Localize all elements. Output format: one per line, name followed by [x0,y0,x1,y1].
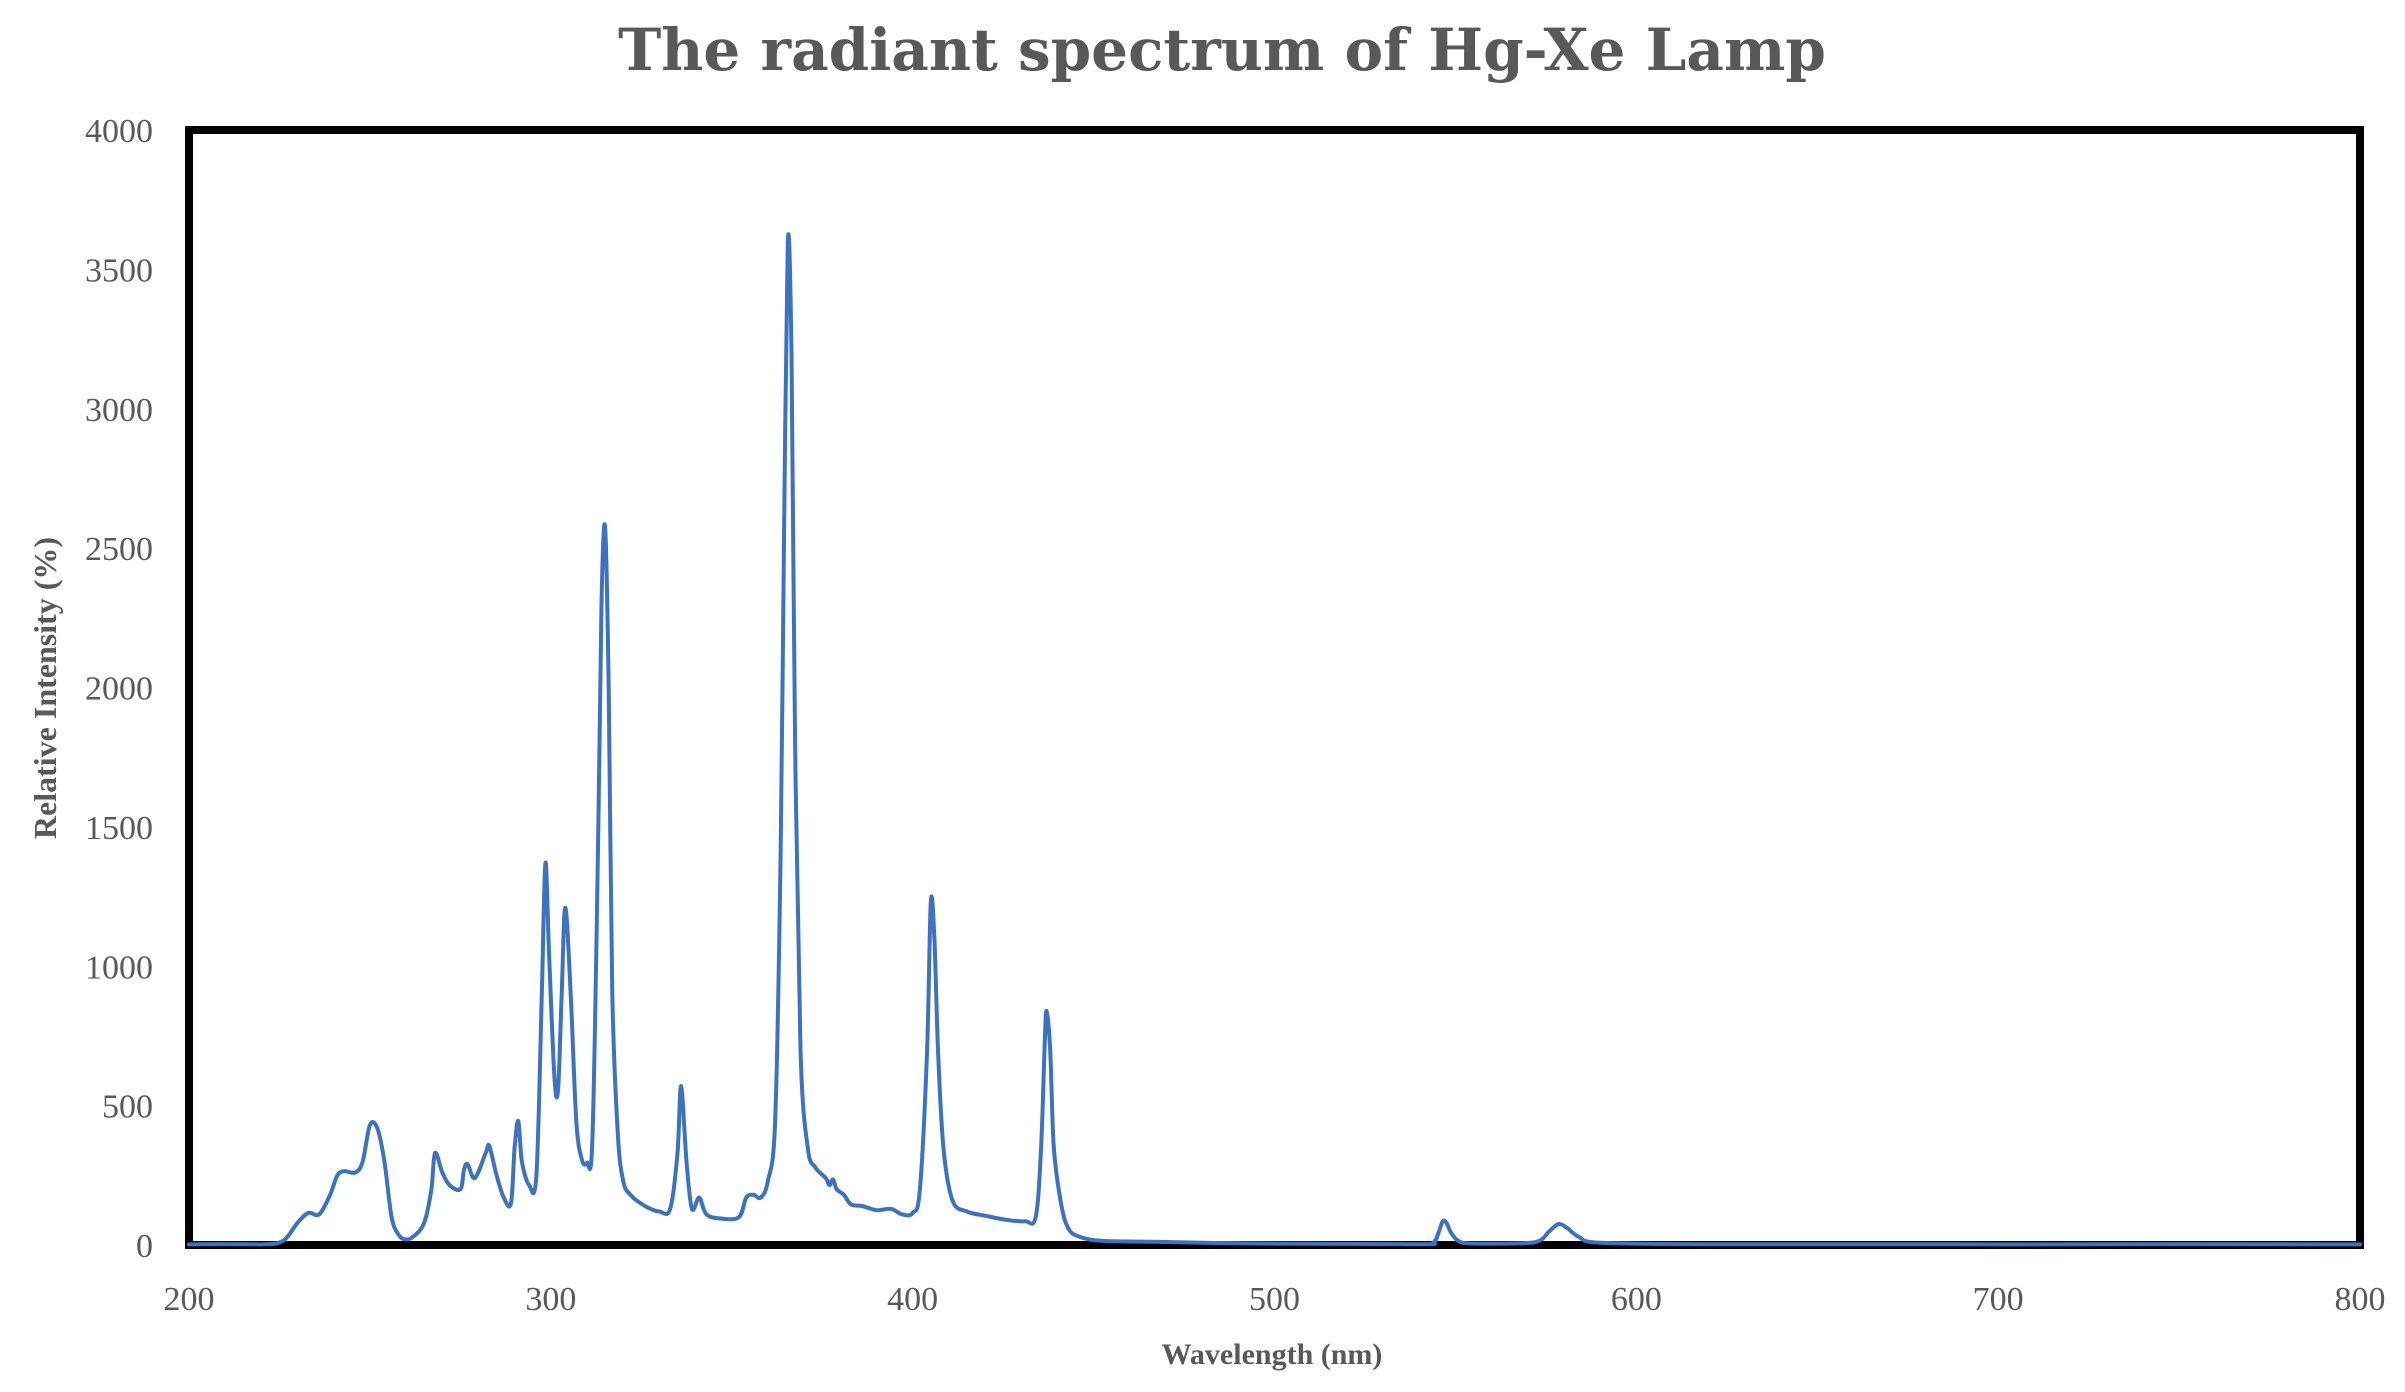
x-tick-label: 800 [2335,1281,2386,1318]
chart-title: The radiant spectrum of Hg-Xe Lamp [618,16,1826,84]
y-tick-label: 3000 [85,392,153,429]
x-tick-label: 600 [1611,1281,1662,1318]
x-tick-label: 300 [525,1281,576,1318]
x-tick-label: 500 [1249,1281,1300,1318]
plot-area-border [185,126,2364,1249]
y-tick-label: 2000 [85,671,153,708]
y-tick-label: 3500 [85,252,153,289]
y-axis-ticks: 0 500 1000 1500 2000 2500 3000 3500 4000 [85,113,153,1265]
x-axis-ticks: 200 300 400 500 600 700 800 [164,1281,2386,1318]
spectrum-line [187,232,2362,1247]
y-tick-label: 4000 [85,113,153,150]
x-tick-label: 200 [164,1281,215,1318]
y-tick-label: 500 [102,1089,153,1126]
x-tick-label: 700 [1973,1281,2024,1318]
y-tick-label: 2500 [85,531,153,568]
x-axis-label: Wavelength (nm) [1162,1338,1383,1371]
x-tick-label: 400 [887,1281,938,1318]
y-tick-label: 1000 [85,949,153,986]
y-tick-label: 1500 [85,810,153,847]
y-axis-label: Relative Intensity (%) [27,537,63,839]
y-tick-label: 0 [136,1228,153,1265]
